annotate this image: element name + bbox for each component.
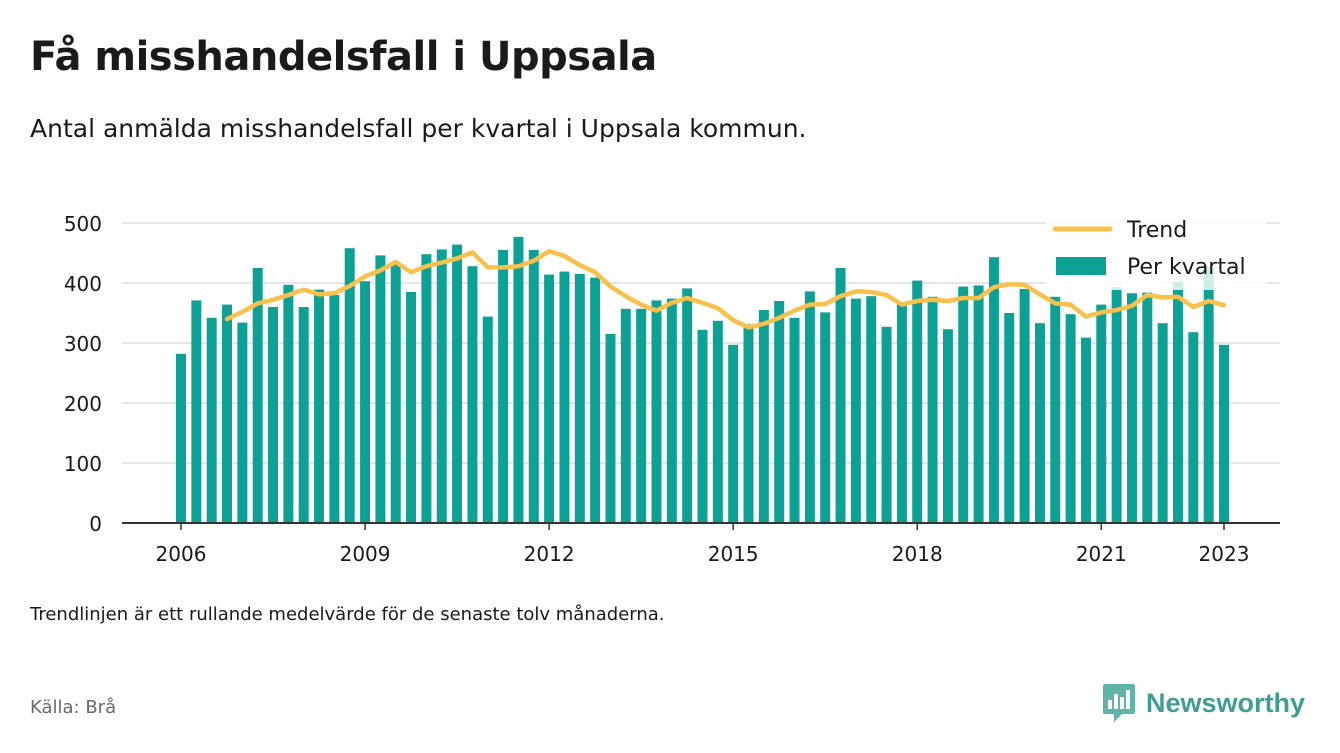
y-tick-label: 300 [64, 332, 102, 356]
bar [958, 286, 969, 523]
bar [544, 274, 555, 523]
bar [1019, 289, 1030, 523]
bar [268, 307, 279, 523]
x-tick-label: 2023 [1199, 542, 1250, 566]
x-tick-label: 2021 [1076, 542, 1127, 566]
bar [789, 317, 800, 523]
bar [758, 310, 769, 523]
y-tick-label: 200 [64, 392, 102, 416]
bar [912, 280, 923, 523]
y-tick-label: 500 [64, 212, 102, 236]
bar [421, 254, 432, 523]
bar [574, 274, 585, 523]
bar [728, 344, 739, 523]
bar [866, 296, 877, 523]
bar [927, 296, 938, 523]
x-tick-label: 2018 [892, 542, 943, 566]
legend-background [1046, 210, 1266, 290]
bar [482, 316, 493, 523]
y-tick-label: 400 [64, 272, 102, 296]
bar [298, 307, 309, 523]
bar [942, 329, 953, 523]
bar [896, 304, 907, 523]
bar [1004, 313, 1015, 523]
legend-bar-swatch [1056, 257, 1106, 275]
bar [222, 304, 233, 523]
bar [498, 250, 509, 523]
legend: Trend Per kvartal [1046, 210, 1266, 290]
bar [467, 266, 478, 523]
bar [820, 312, 831, 523]
chart-area: 0 100 200 300 400 500 2006 2009 2012 2015 2018 2021… [64, 210, 1280, 566]
bar [743, 324, 754, 523]
chart-title: Få misshandelsfall i Uppsala [30, 34, 657, 80]
bar [283, 284, 294, 523]
bar [651, 300, 662, 523]
bar [973, 285, 984, 523]
bar [237, 322, 248, 523]
legend-trend-label: Trend [1126, 218, 1187, 243]
bar [390, 263, 401, 523]
x-tick-label: 2012 [524, 542, 575, 566]
bar [344, 248, 355, 523]
bar [436, 249, 447, 523]
bar [1172, 281, 1183, 523]
bar [804, 291, 815, 523]
y-tick-label: 100 [64, 452, 102, 476]
bar [1157, 323, 1168, 523]
source-label: Källa: Brå [30, 697, 117, 718]
bar [666, 298, 677, 523]
bar [1142, 292, 1153, 523]
chart-note: Trendlinjen är ett rullande medelvärde f… [30, 604, 665, 625]
bar [1188, 332, 1199, 523]
bar [314, 289, 325, 523]
bar [881, 326, 892, 523]
bar [176, 353, 186, 523]
bar [1050, 296, 1061, 523]
bar [1126, 293, 1137, 523]
bar [590, 277, 601, 523]
bar [206, 317, 217, 523]
bar [682, 288, 693, 523]
bar [452, 244, 463, 523]
legend-bar-label: Per kvartal [1127, 255, 1246, 280]
bar [1219, 344, 1229, 523]
bar [360, 281, 371, 523]
trend-line [224, 248, 1227, 330]
bar-series [176, 236, 1229, 524]
brand-logo[interactable]: Newsworthy [1102, 682, 1305, 724]
bar [835, 268, 846, 523]
bar [1203, 267, 1214, 523]
bar [252, 268, 263, 523]
bar [1034, 323, 1045, 523]
bar [988, 257, 999, 523]
bar [636, 308, 647, 523]
bar [559, 271, 570, 523]
bar [850, 298, 861, 523]
bar [406, 292, 417, 523]
bar [697, 329, 708, 523]
bar [1096, 304, 1107, 523]
bar [774, 301, 785, 523]
bar [712, 320, 723, 523]
trend-series [224, 248, 1227, 330]
chart-subtitle: Antal anmälda misshandelsfall per kvarta… [30, 114, 807, 143]
x-tick-label: 2015 [708, 542, 759, 566]
x-tick-label: 2009 [340, 542, 391, 566]
bar [1080, 337, 1091, 523]
bar [375, 255, 386, 523]
bar [528, 250, 539, 523]
newsworthy-logo-icon [1103, 684, 1135, 722]
brand-name: Newsworthy [1146, 687, 1306, 718]
axes: 0 100 200 300 400 500 2006 2009 2012 2015 2018 2021… [64, 212, 1280, 566]
bar [1065, 314, 1076, 523]
bar [620, 308, 631, 523]
y-tick-label: 0 [89, 512, 102, 536]
bar [605, 334, 616, 523]
bar [513, 236, 524, 524]
bar [329, 295, 340, 523]
x-tick-label: 2006 [156, 542, 207, 566]
bar [1111, 287, 1122, 523]
bar [191, 300, 202, 523]
